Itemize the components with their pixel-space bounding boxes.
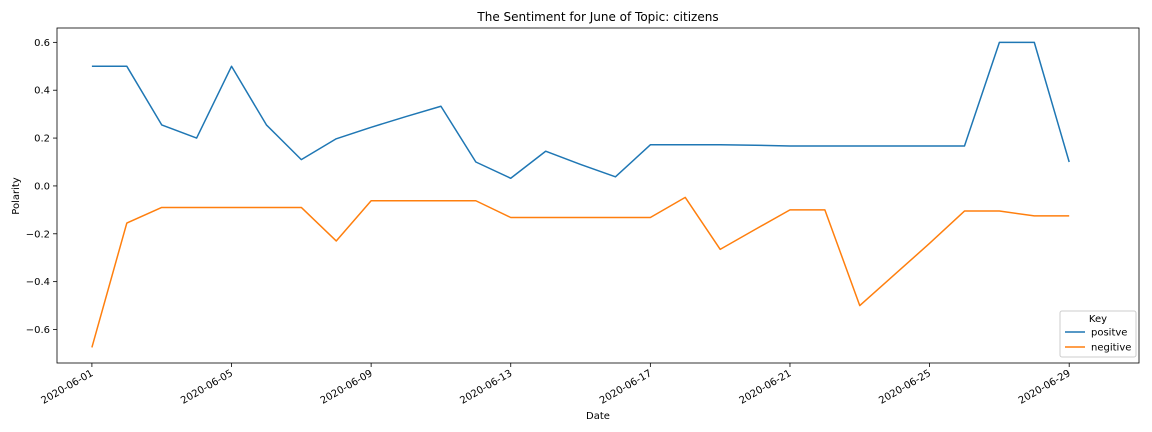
legend-label-positve: positve	[1091, 328, 1127, 339]
x-tick-label: 2020-06-09	[319, 368, 375, 407]
x-tick-label: 2020-06-25	[877, 368, 933, 407]
legend-title: Key	[1089, 314, 1107, 325]
legend-box	[1059, 310, 1137, 358]
y-axis-title: Polarity	[11, 177, 22, 215]
y-tick-label: 0.4	[34, 86, 50, 97]
x-axis: 2020-06-01 2020-06-05 2020-06-09 2020-06-13…	[40, 363, 1073, 407]
x-axis-title: Date	[586, 411, 610, 422]
y-tick-label: −0.4	[26, 277, 50, 288]
y-tick-label: −0.2	[26, 229, 50, 240]
x-tick-label: 2020-06-21	[738, 368, 794, 407]
y-axis: −0.6 −0.4 −0.2 0.0 0.2 0.4 0.6	[26, 38, 57, 336]
x-tick-label: 2020-06-01	[40, 368, 96, 407]
legend: Key positve negitive	[1059, 310, 1137, 358]
x-tick-label: 2020-06-17	[598, 368, 654, 407]
chart-title: The Sentiment for June of Topic: citizen…	[476, 10, 718, 24]
x-tick-label: 2020-06-13	[458, 368, 514, 407]
y-tick-label: 0.2	[34, 134, 50, 145]
y-tick-label: −0.6	[26, 325, 50, 336]
y-tick-label: 0.6	[34, 38, 50, 49]
series-line-positve	[91, 41, 1070, 180]
plot-frame	[56, 27, 1140, 364]
x-tick-label: 2020-06-29	[1017, 368, 1073, 407]
x-tick-label: 2020-06-05	[179, 368, 235, 407]
series-line-negitive	[91, 196, 1070, 348]
plot-area	[56, 27, 1140, 364]
legend-label-negitive: negitive	[1091, 343, 1131, 354]
y-tick-label: 0.0	[34, 181, 50, 192]
